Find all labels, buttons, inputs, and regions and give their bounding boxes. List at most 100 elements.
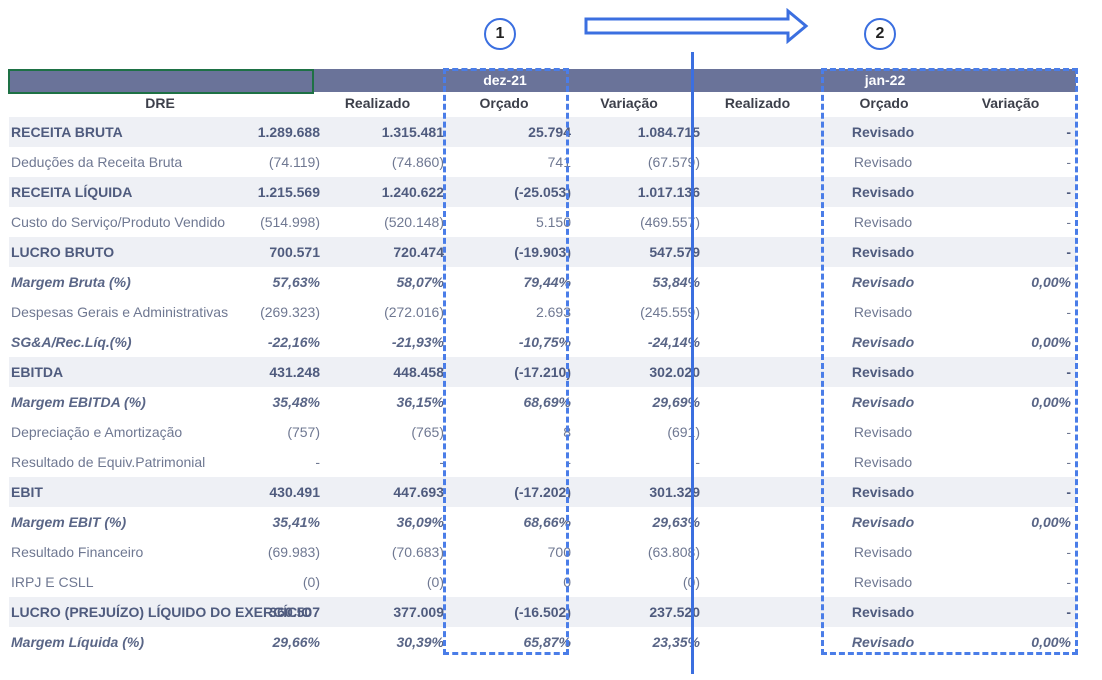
cell-realizado-dez: (74.119) — [268, 154, 320, 170]
table-row: Margem EBITDA (%) 35,48% 36,15% 68,69% 29,69… — [9, 387, 1076, 417]
annotation-circle-1: 1 — [484, 18, 516, 50]
table-row: LUCRO BRUTO 700.571 720.474 (-19.903) 547.57… — [9, 237, 1076, 267]
cell-realizado-dez: 360.507 — [269, 604, 320, 620]
cell-realizado-jan: 237.520 — [649, 604, 700, 620]
table-row: EBIT 430.491 447.693 (-17.202) 301.329 Revisa… — [9, 477, 1076, 507]
cell-orcado-jan: Revisado — [851, 364, 915, 380]
cell-variacao-dez: (-19.903) — [514, 244, 571, 260]
cell-realizado-jan: 29,63% — [652, 514, 700, 530]
cell-orcado-dez: 448.458 — [393, 364, 444, 380]
row-label: Margem Líquida (%) — [11, 634, 145, 650]
cell-variacao-jan: - — [1066, 424, 1071, 440]
cell-orcado-jan: Revisado — [853, 454, 913, 470]
table-row: Margem EBIT (%) 35,41% 36,09% 68,66% 29,63% R… — [9, 507, 1076, 537]
cell-realizado-dez: 29,66% — [272, 634, 320, 650]
cell-variacao-jan: - — [1066, 244, 1071, 260]
cell-realizado-jan: 1.017.136 — [637, 184, 700, 200]
row-label: Deduções da Receita Bruta — [11, 154, 183, 170]
cell-orcado-jan: Revisado — [853, 214, 913, 230]
cell-orcado-dez: - — [439, 454, 444, 470]
cell-orcado-dez: (520.148) — [384, 214, 444, 230]
divider-line — [691, 52, 694, 674]
cell-variacao-dez: 700 — [547, 544, 571, 560]
cell-variacao-jan: 0,00% — [1031, 334, 1071, 350]
cell-orcado-jan: Revisado — [851, 484, 915, 500]
cell-orcado-jan: Revisado — [853, 424, 913, 440]
column-header-variacao-1: Variação — [600, 95, 658, 111]
cell-realizado-dez: 700.571 — [269, 244, 320, 260]
row-label: SG&A/Rec.Líq.(%) — [11, 334, 132, 350]
cell-orcado-jan: Revisado — [851, 634, 915, 650]
column-header-orcado-1: Orçado — [479, 95, 529, 111]
cell-orcado-jan: Revisado — [853, 574, 913, 590]
cell-realizado-jan: (67.579) — [647, 154, 700, 170]
cell-realizado-dez: (757) — [287, 424, 320, 440]
cell-realizado-jan: 1.084.715 — [637, 124, 700, 140]
cell-realizado-jan: (63.808) — [647, 544, 700, 560]
cell-variacao-dez: (-17.202) — [514, 484, 571, 500]
cell-variacao-jan: - — [1066, 604, 1071, 620]
cell-variacao-dez: 68,69% — [523, 394, 571, 410]
row-label: RECEITA LÍQUIDA — [11, 184, 133, 200]
cell-orcado-jan: Revisado — [853, 304, 913, 320]
cell-realizado-jan: - — [695, 454, 700, 470]
cell-orcado-dez: 30,39% — [396, 634, 444, 650]
row-label: Margem Bruta (%) — [11, 274, 131, 290]
highlight-box-dez-21-orcado — [443, 68, 569, 655]
cell-orcado-jan: Revisado — [851, 604, 915, 620]
row-label: LUCRO BRUTO — [11, 244, 115, 260]
cell-variacao-jan: - — [1066, 184, 1071, 200]
cell-realizado-dez: (0) — [302, 574, 320, 590]
cell-realizado-dez: 1.289.688 — [257, 124, 320, 140]
cell-variacao-dez: 741 — [547, 154, 571, 170]
cell-variacao-jan: - — [1066, 124, 1071, 140]
cell-orcado-jan: Revisado — [853, 544, 913, 560]
cell-orcado-jan: Revisado — [851, 244, 915, 260]
table-row: Margem Bruta (%) 57,63% 58,07% 79,44% 53,84%… — [9, 267, 1076, 297]
table-row: LUCRO (PREJUÍZO) LÍQUIDO DO EXERCÍCIO 360… — [9, 597, 1076, 627]
cell-realizado-jan: 29,69% — [652, 394, 700, 410]
cell-realizado-jan: (691) — [667, 424, 700, 440]
cell-orcado-dez: 1.315.481 — [381, 124, 444, 140]
table-row: Resultado Financeiro (69.983) (70.683) 700 (… — [9, 537, 1076, 567]
cell-realizado-jan: -24,14% — [647, 334, 700, 350]
cell-variacao-dez: 79,44% — [523, 274, 571, 290]
table-row: RECEITA LÍQUIDA 1.215.569 1.240.622 (-25.05… — [9, 177, 1076, 207]
column-header-variacao-2: Variação — [981, 95, 1040, 111]
month-header-1: dez-21 — [483, 72, 527, 88]
cell-variacao-jan: - — [1066, 214, 1071, 230]
cell-realizado-jan: 301.329 — [649, 484, 700, 500]
column-header-dre: DRE — [145, 95, 175, 111]
table-row: Margem Líquida (%) 29,66% 30,39% 65,87% 23,3… — [9, 627, 1076, 657]
cell-orcado-dez: (0) — [426, 574, 444, 590]
cell-realizado-dez: - — [315, 454, 320, 470]
column-header-realizado-2: Realizado — [724, 95, 791, 111]
cell-realizado-jan: 302.020 — [649, 364, 700, 380]
right-arrow-icon — [584, 8, 809, 44]
cell-orcado-dez: 36,15% — [396, 394, 444, 410]
row-label: Resultado Financeiro — [11, 544, 144, 560]
column-header-orcado-2: Orçado — [859, 95, 909, 111]
cell-realizado-dez: 35,48% — [272, 394, 320, 410]
row-label: Margem EBIT (%) — [11, 514, 127, 530]
row-label: Custo do Serviço/Produto Vendido — [11, 214, 226, 230]
cell-orcado-jan: Revisado — [851, 274, 915, 290]
cell-variacao-jan: 0,00% — [1031, 394, 1071, 410]
cell-orcado-dez: -21,93% — [391, 334, 444, 350]
cell-variacao-jan: - — [1066, 454, 1071, 470]
cell-orcado-dez: 447.693 — [393, 484, 444, 500]
cell-variacao-jan: 0,00% — [1031, 634, 1071, 650]
cell-variacao-jan: - — [1066, 304, 1071, 320]
cell-realizado-dez: (514.998) — [260, 214, 320, 230]
selected-cell[interactable] — [8, 69, 314, 94]
cell-orcado-dez: 377.009 — [393, 604, 444, 620]
row-label: Resultado de Equiv.Patrimonial — [11, 454, 206, 470]
cell-realizado-dez: -22,16% — [267, 334, 320, 350]
cell-variacao-dez: (-25.053) — [514, 184, 571, 200]
row-label: Margem EBITDA (%) — [11, 394, 146, 410]
cell-variacao-dez: 25.794 — [528, 124, 571, 140]
cell-orcado-dez: (272.016) — [384, 304, 444, 320]
table-row: Despesas Gerais e Administrativas (269.32… — [9, 297, 1076, 327]
row-label: EBIT — [11, 484, 43, 500]
cell-orcado-jan: Revisado — [851, 394, 915, 410]
